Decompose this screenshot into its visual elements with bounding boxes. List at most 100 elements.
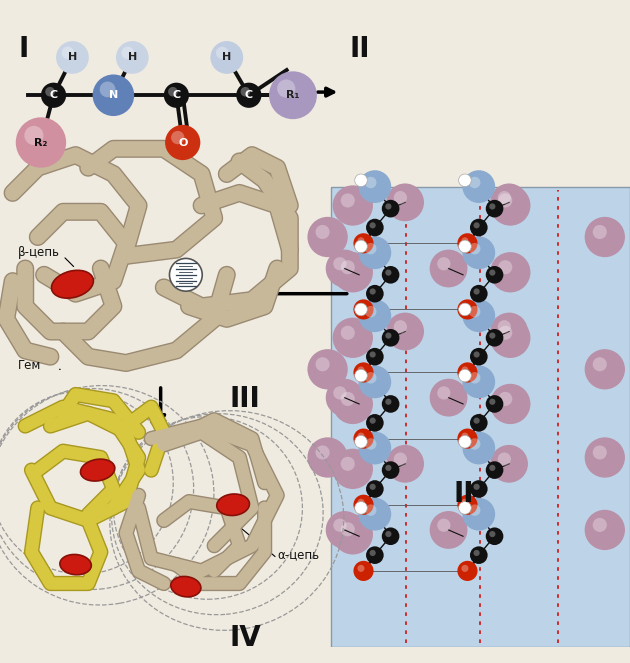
Text: II: II xyxy=(350,35,370,64)
Circle shape xyxy=(486,461,503,479)
Circle shape xyxy=(462,432,495,464)
Circle shape xyxy=(490,252,530,292)
Circle shape xyxy=(593,518,607,532)
Circle shape xyxy=(459,240,471,253)
Circle shape xyxy=(357,499,365,506)
Text: C: C xyxy=(173,90,180,100)
Ellipse shape xyxy=(217,494,249,516)
Circle shape xyxy=(365,306,377,318)
Circle shape xyxy=(355,303,367,316)
Circle shape xyxy=(382,528,399,545)
Circle shape xyxy=(358,300,391,332)
Text: C: C xyxy=(50,90,57,100)
Circle shape xyxy=(333,384,373,424)
Circle shape xyxy=(593,357,607,371)
Circle shape xyxy=(164,83,189,108)
Circle shape xyxy=(370,418,375,424)
Circle shape xyxy=(498,392,512,406)
Circle shape xyxy=(333,518,347,532)
Circle shape xyxy=(469,505,481,516)
Circle shape xyxy=(353,300,374,320)
Circle shape xyxy=(461,565,469,572)
Circle shape xyxy=(41,83,66,108)
Circle shape xyxy=(459,369,471,382)
Circle shape xyxy=(357,304,365,310)
Circle shape xyxy=(370,288,375,294)
Circle shape xyxy=(490,204,495,210)
Circle shape xyxy=(341,457,355,471)
Text: C: C xyxy=(245,90,253,100)
Circle shape xyxy=(326,511,364,549)
Circle shape xyxy=(382,200,399,217)
Circle shape xyxy=(498,326,512,340)
Circle shape xyxy=(470,414,488,432)
Circle shape xyxy=(470,348,488,365)
Circle shape xyxy=(461,438,466,442)
Circle shape xyxy=(326,379,364,416)
Circle shape xyxy=(437,518,450,532)
Circle shape xyxy=(394,320,407,333)
Circle shape xyxy=(353,428,374,449)
Text: R₂: R₂ xyxy=(34,137,48,147)
FancyBboxPatch shape xyxy=(331,186,630,646)
Circle shape xyxy=(366,480,384,498)
Circle shape xyxy=(357,367,365,373)
Circle shape xyxy=(382,395,399,413)
Circle shape xyxy=(386,531,391,537)
Circle shape xyxy=(56,41,89,74)
Circle shape xyxy=(62,46,74,59)
Circle shape xyxy=(498,191,511,204)
Circle shape xyxy=(168,87,178,97)
Circle shape xyxy=(486,528,503,545)
Circle shape xyxy=(333,186,373,225)
Circle shape xyxy=(316,446,329,459)
Circle shape xyxy=(277,80,295,97)
Circle shape xyxy=(355,174,367,186)
Circle shape xyxy=(462,365,495,398)
Circle shape xyxy=(490,184,528,221)
Circle shape xyxy=(486,395,503,413)
Circle shape xyxy=(386,184,424,221)
Circle shape xyxy=(593,446,607,459)
Circle shape xyxy=(459,502,471,514)
Circle shape xyxy=(365,372,377,383)
Circle shape xyxy=(45,87,55,97)
Circle shape xyxy=(366,219,384,237)
Circle shape xyxy=(469,438,481,450)
Ellipse shape xyxy=(171,576,201,597)
Circle shape xyxy=(474,484,479,490)
Circle shape xyxy=(498,320,511,333)
Circle shape xyxy=(461,504,466,509)
Circle shape xyxy=(341,522,355,536)
Circle shape xyxy=(459,436,471,448)
Circle shape xyxy=(474,550,479,556)
Text: R₁: R₁ xyxy=(286,90,300,100)
Circle shape xyxy=(333,514,373,554)
Circle shape xyxy=(457,561,478,581)
Circle shape xyxy=(386,333,391,339)
Circle shape xyxy=(490,318,530,358)
Circle shape xyxy=(470,285,488,302)
Circle shape xyxy=(490,269,495,276)
Circle shape xyxy=(437,257,450,271)
Circle shape xyxy=(486,200,503,217)
Circle shape xyxy=(357,504,362,509)
Circle shape xyxy=(585,349,625,389)
Circle shape xyxy=(171,131,185,145)
Circle shape xyxy=(461,237,469,244)
Text: Гем: Гем xyxy=(18,359,41,373)
Text: H: H xyxy=(128,52,137,62)
Circle shape xyxy=(316,225,329,239)
Circle shape xyxy=(457,363,478,383)
Ellipse shape xyxy=(60,554,91,575)
Circle shape xyxy=(357,432,365,440)
Circle shape xyxy=(469,306,481,318)
Circle shape xyxy=(366,285,384,302)
Circle shape xyxy=(100,82,115,97)
Circle shape xyxy=(469,372,481,383)
Circle shape xyxy=(459,303,471,316)
Circle shape xyxy=(498,260,512,274)
Circle shape xyxy=(366,348,384,365)
Circle shape xyxy=(430,379,467,416)
Circle shape xyxy=(470,219,488,237)
